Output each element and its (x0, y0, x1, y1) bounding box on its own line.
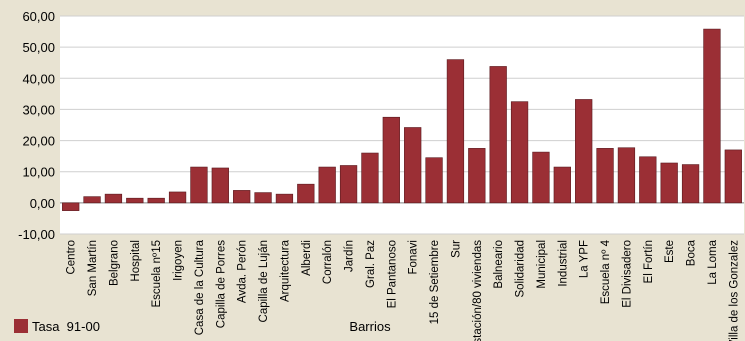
x-tick-label: Sur (450, 240, 462, 258)
x-tick-label: Belgrano (108, 240, 120, 286)
y-tick-label: 0,00 (30, 196, 55, 211)
bar (446, 59, 465, 204)
bar (297, 183, 315, 204)
x-tick-label: Balneario (493, 240, 505, 289)
bar (233, 190, 251, 204)
x-tick-label: Boca (686, 239, 698, 266)
x-tick-label: San Martín (87, 240, 99, 296)
x-tick-label: Este (664, 240, 676, 263)
bars (62, 28, 742, 211)
bar (168, 191, 187, 204)
x-tick-label: Casa de la Cultura (194, 239, 206, 335)
bar (404, 127, 422, 204)
bar (83, 196, 101, 204)
x-tick-label: Solidaridad (515, 240, 527, 298)
x-tick-label: El Fortín (643, 240, 655, 283)
x-axis-category-labels: Centro San Martín Belgrano Hospital Escuela … (66, 239, 741, 341)
x-tick-label: Villa de los Gonzalez (728, 240, 740, 341)
x-tick-label: Escuela nº 4 (600, 239, 612, 304)
x-tick-label: Industrial (557, 240, 569, 287)
bar (510, 101, 529, 204)
x-tick-label: Avda. Perón (237, 240, 249, 303)
bar (575, 99, 593, 204)
bar (703, 28, 721, 204)
x-tick-label: Corralón (322, 240, 334, 284)
bar (489, 66, 507, 204)
legend-label: Tasa 91-00 (32, 319, 100, 334)
x-axis-title: Barrios (349, 319, 391, 334)
bar (190, 166, 208, 204)
y-tick-label: 30,00 (22, 102, 55, 117)
x-tick-label: Capilla de Luján (258, 240, 270, 322)
x-tick-label: La Loma (707, 239, 719, 284)
bar (361, 152, 379, 204)
bar (425, 157, 443, 204)
x-tick-label: El Divisadero (621, 240, 633, 308)
bar (62, 202, 80, 211)
x-tick-label: Escuela nº15 (151, 240, 163, 308)
bar (553, 166, 571, 204)
bar (126, 197, 144, 204)
x-tick-label: Irigoyen (173, 240, 185, 281)
bar (211, 167, 229, 204)
bar (318, 166, 336, 204)
x-tick-label: Municipal (536, 240, 548, 289)
bar (382, 116, 400, 204)
legend-swatch (14, 319, 28, 333)
bar (596, 148, 614, 204)
bar (724, 149, 742, 204)
x-tick-label: Hospital (130, 240, 142, 282)
bar (468, 148, 486, 204)
y-tick-label: 20,00 (22, 134, 55, 149)
y-tick-label: -10,00 (18, 227, 55, 242)
y-tick-label: 10,00 (22, 165, 55, 180)
bar (660, 162, 678, 204)
y-tick-label: 50,00 (22, 40, 55, 55)
x-tick-label: Arquitectura (279, 239, 291, 302)
x-tick-label: Centro (66, 240, 78, 275)
bar (339, 165, 358, 204)
x-tick-label: Gral. Paz (365, 240, 377, 288)
bar (639, 156, 657, 204)
y-tick-label: 40,00 (22, 71, 55, 86)
bar (104, 193, 123, 204)
x-tick-label: Capilla de Porres (215, 240, 227, 328)
x-tick-label: La YPF (579, 240, 591, 278)
bar (275, 193, 294, 204)
y-axis-ticks: -10,00 0,00 10,00 20,00 30,00 40,00 50,00 60,00 (18, 9, 55, 242)
bar (147, 197, 165, 204)
legend: Tasa 91-00 (14, 319, 100, 334)
bar (617, 147, 636, 204)
x-tick-label: Fonavi (408, 240, 420, 275)
x-tick-label: El Pantanoso (386, 240, 398, 308)
x-tick-label: Jardín (344, 240, 356, 272)
x-tick-label: Estación/80 viviendas (472, 240, 484, 341)
bar (532, 151, 550, 204)
y-tick-label: 60,00 (22, 9, 55, 24)
bar (681, 164, 700, 204)
x-tick-label: 15 de Setiembre (429, 240, 441, 324)
x-tick-label: Alberdi (301, 240, 313, 276)
bar (254, 192, 272, 204)
